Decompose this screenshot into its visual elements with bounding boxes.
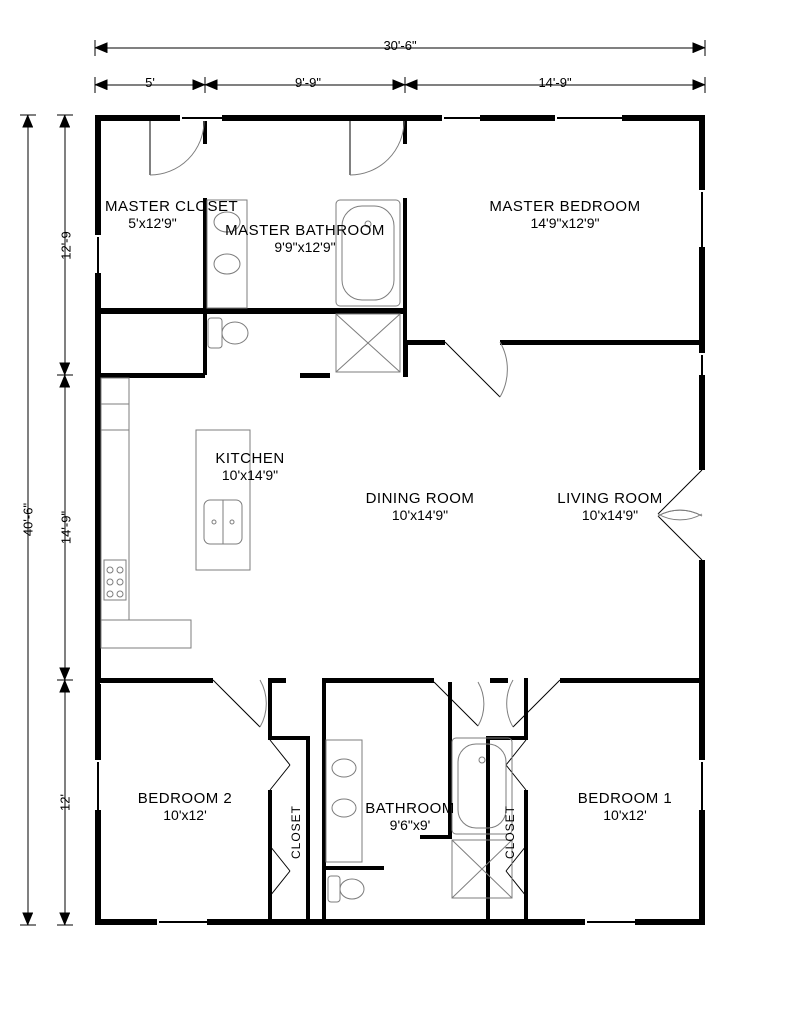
dim-top-seg1: 5' <box>135 75 165 90</box>
label-living: LIVING ROOM 10'x14'9" <box>540 490 680 523</box>
room-dim: 5'x12'9" <box>105 215 200 231</box>
room-dim: 9'9"x12'9" <box>210 239 400 255</box>
dim-top-seg2: 9'-9" <box>283 75 333 90</box>
room-name: MASTER BATHROOM <box>210 222 400 239</box>
room-dim: 14'9"x12'9" <box>460 215 670 231</box>
room-name: DINING ROOM <box>345 490 495 507</box>
label-bath: BATHROOM 9'6"x9' <box>355 800 465 833</box>
dim-left-seg3: 12' <box>58 780 73 826</box>
room-dim: 10'x14'9" <box>190 467 310 483</box>
label-closet-left: CLOSET <box>289 799 303 859</box>
room-name: LIVING ROOM <box>540 490 680 507</box>
label-dining: DINING ROOM 10'x14'9" <box>345 490 495 523</box>
room-dim: 10'x12' <box>560 807 690 823</box>
label-closet-right: CLOSET <box>503 799 517 859</box>
room-name: BATHROOM <box>355 800 465 817</box>
dim-top-seg3: 14'-9" <box>525 75 585 90</box>
room-dim: 10'x14'9" <box>540 507 680 523</box>
room-name: BEDROOM 2 <box>120 790 250 807</box>
room-name: KITCHEN <box>190 450 310 467</box>
dim-left-overall: 40'-6" <box>21 492 36 548</box>
dim-left-seg2: 14'-9" <box>59 500 74 556</box>
label-bed2: BEDROOM 2 10'x12' <box>120 790 250 823</box>
dim-top-overall: 30'-6" <box>370 38 430 53</box>
room-name: BEDROOM 1 <box>560 790 690 807</box>
dim-left-seg1: 12'-9 <box>59 218 74 274</box>
room-name: MASTER CLOSET <box>105 198 200 215</box>
room-dim: 10'x14'9" <box>345 507 495 523</box>
room-dim: 10'x12' <box>120 807 250 823</box>
label-kitchen: KITCHEN 10'x14'9" <box>190 450 310 483</box>
room-dim: 9'6"x9' <box>355 817 465 833</box>
label-master-bed: MASTER BEDROOM 14'9"x12'9" <box>460 198 670 231</box>
label-master-closet: MASTER CLOSET 5'x12'9" <box>105 198 200 231</box>
label-master-bath: MASTER BATHROOM 9'9"x12'9" <box>210 222 400 255</box>
label-bed1: BEDROOM 1 10'x12' <box>560 790 690 823</box>
room-name: MASTER BEDROOM <box>460 198 670 215</box>
floorplan-canvas: 30'-6" 5' 9'-9" 14'-9" 40'-6" 12'-9 14'-… <box>0 0 792 1024</box>
